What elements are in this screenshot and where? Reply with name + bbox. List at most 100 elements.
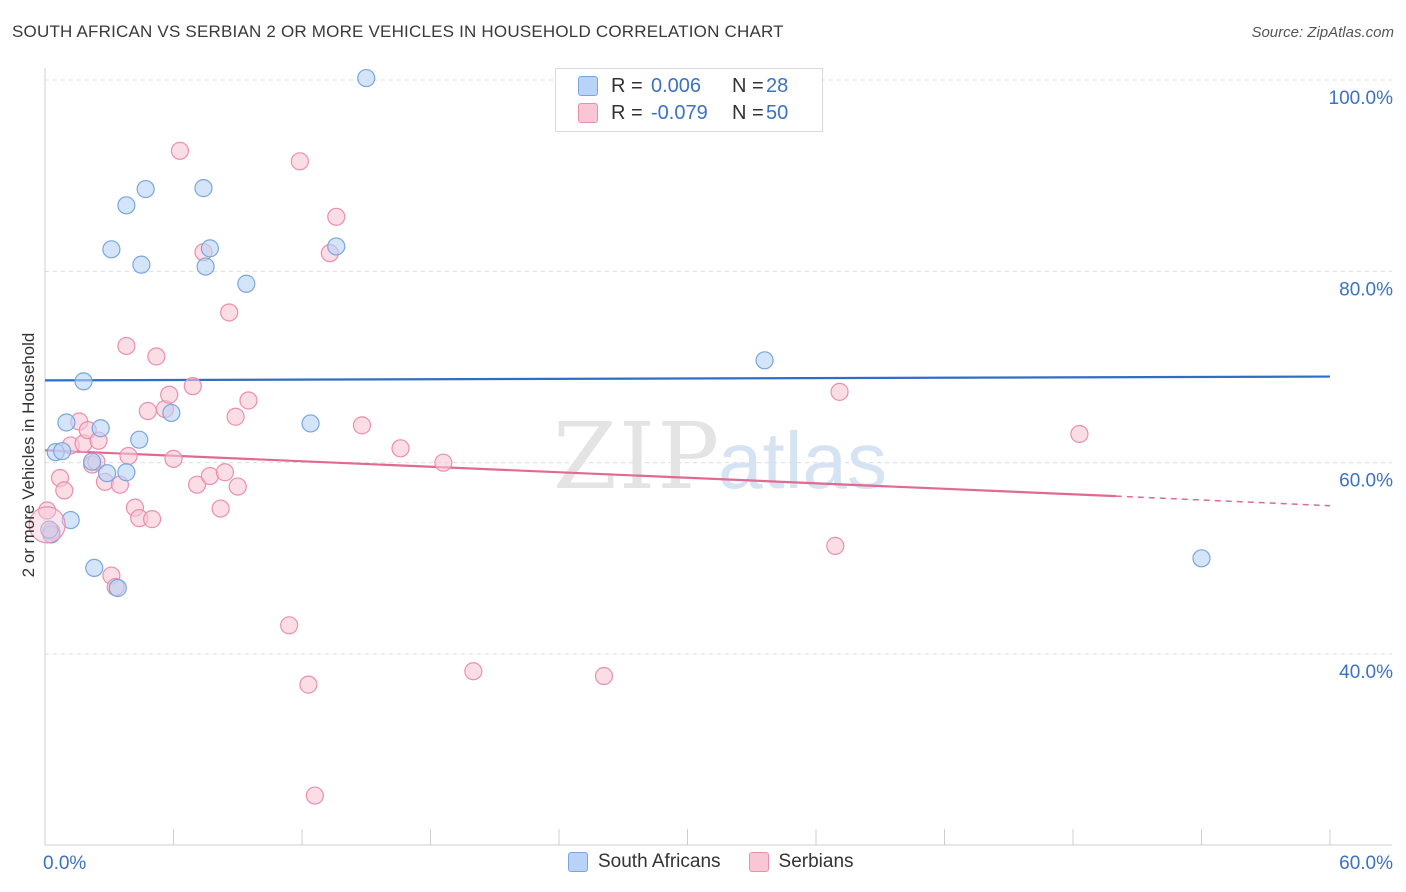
south-african-trend-line	[44, 375, 1331, 382]
south-african-point	[357, 68, 376, 88]
serbian-point	[228, 477, 247, 496]
legend-n-label: N =	[732, 101, 764, 124]
serbian-point	[38, 501, 57, 520]
south-african-point	[108, 578, 127, 598]
y-tick-label: 80.0%	[1339, 279, 1393, 300]
serbian-point	[1070, 424, 1089, 444]
series-label: Serbians	[778, 851, 854, 872]
serbian-point	[830, 382, 849, 401]
serbian-point	[211, 499, 230, 518]
series-swatch-pink	[748, 852, 769, 872]
serbian-point	[464, 662, 483, 681]
south-african-point	[117, 196, 136, 215]
x-tick-label: 0.0%	[43, 853, 86, 874]
legend-r-value: 0.006	[651, 74, 702, 97]
south-african-point	[61, 510, 80, 530]
y-axis-label: 2 or more Vehicles in Household	[19, 332, 38, 578]
serbian-point	[200, 466, 220, 486]
south-african-point	[237, 274, 256, 293]
south-african-point	[196, 257, 215, 276]
legend-r-value: -0.079	[651, 101, 708, 124]
series-swatch-blue	[568, 852, 588, 872]
serbian-point	[170, 141, 190, 160]
serbian-point	[826, 536, 845, 555]
south-african-point	[83, 452, 102, 471]
legend-row-serbians: R = -0.079 N = 50	[578, 100, 788, 126]
trend-lines	[44, 375, 1331, 507]
south-african-point	[102, 240, 121, 259]
south-african-point	[74, 372, 93, 391]
serbian-point	[220, 303, 239, 322]
south-african-point	[194, 179, 213, 198]
tick-labels: 40.0% 60.0% 80.0% 100.0% 0.0% 60.0%	[43, 88, 1393, 874]
serbian-point	[138, 401, 157, 421]
series-legend-south-africans[interactable]: South Africans	[568, 851, 721, 873]
serbian-point	[239, 391, 258, 410]
legend-n-label: N =	[732, 74, 764, 97]
serbian-point	[434, 453, 453, 472]
south-african-point	[301, 414, 320, 433]
south-african-point	[327, 237, 346, 256]
serbian-point	[215, 463, 234, 482]
south-african-point	[57, 413, 76, 432]
serbian-trend-line	[44, 449, 1116, 498]
south-african-point	[85, 558, 104, 578]
serbian-point	[117, 336, 136, 356]
watermark-atlas: atlas	[718, 416, 887, 505]
series-legend: South Africans Serbians	[568, 851, 882, 873]
serbian-point	[142, 510, 162, 529]
series-legend-serbians[interactable]: Serbians	[748, 851, 854, 873]
south-african-point	[162, 403, 181, 423]
data-points	[28, 68, 1211, 805]
y-tick-label: 60.0%	[1339, 471, 1393, 492]
serbian-point	[594, 666, 614, 686]
serbian-point	[55, 481, 74, 500]
south-african-point	[136, 179, 155, 199]
south-african-point	[130, 430, 149, 449]
legend-r-label: R =	[611, 74, 643, 97]
serbian-point	[305, 786, 324, 805]
watermark: ZIP atlas	[553, 403, 887, 510]
south-african-point	[53, 442, 72, 461]
axes	[44, 68, 1392, 846]
grid-lines	[45, 79, 1392, 655]
legend-row-south-africans: R = 0.006 N = 28	[578, 73, 788, 99]
serbian-point	[391, 439, 410, 458]
south-african-point	[1192, 549, 1211, 568]
legend-r-label: R =	[611, 101, 643, 124]
chart-source: Source: ZipAtlas.com	[1251, 24, 1394, 41]
serbian-point	[183, 377, 202, 396]
serbian-point	[187, 475, 207, 494]
south-african-point	[91, 419, 110, 438]
correlation-legend: R = 0.006 N = 28 R = -0.079 N = 50	[555, 68, 823, 132]
serbian-point	[299, 675, 318, 694]
serbian-point	[226, 407, 245, 426]
south-african-point	[755, 351, 774, 370]
serbian-point	[352, 416, 372, 435]
serbian-point	[147, 347, 166, 366]
serbian-point	[160, 385, 179, 404]
y-tick-label: 100.0%	[1329, 88, 1394, 109]
legend-n-value: 50	[766, 101, 789, 124]
south-african-point	[132, 255, 151, 274]
serbian-point-cluster	[28, 506, 66, 544]
serbian-point	[290, 152, 309, 171]
x-tick-label: 60.0%	[1339, 853, 1393, 874]
serbian-point	[164, 449, 183, 468]
legend-n-value: 28	[766, 74, 789, 97]
south-african-point	[117, 463, 136, 482]
serbian-point	[280, 616, 299, 635]
south-african-point	[40, 520, 59, 539]
serbian-point	[327, 207, 346, 226]
south-african-point	[98, 464, 117, 483]
chart-title: SOUTH AFRICAN VS SERBIAN 2 OR MORE VEHIC…	[12, 22, 784, 41]
legend-swatch-pink	[578, 103, 598, 123]
watermark-zip: ZIP	[553, 403, 721, 510]
legend-swatch-blue	[578, 76, 598, 96]
serbian-trend-extension	[1115, 495, 1331, 507]
y-tick-label: 40.0%	[1339, 662, 1393, 683]
serbian-point	[119, 446, 138, 466]
south-african-point	[200, 239, 220, 258]
series-label: South Africans	[598, 851, 721, 872]
